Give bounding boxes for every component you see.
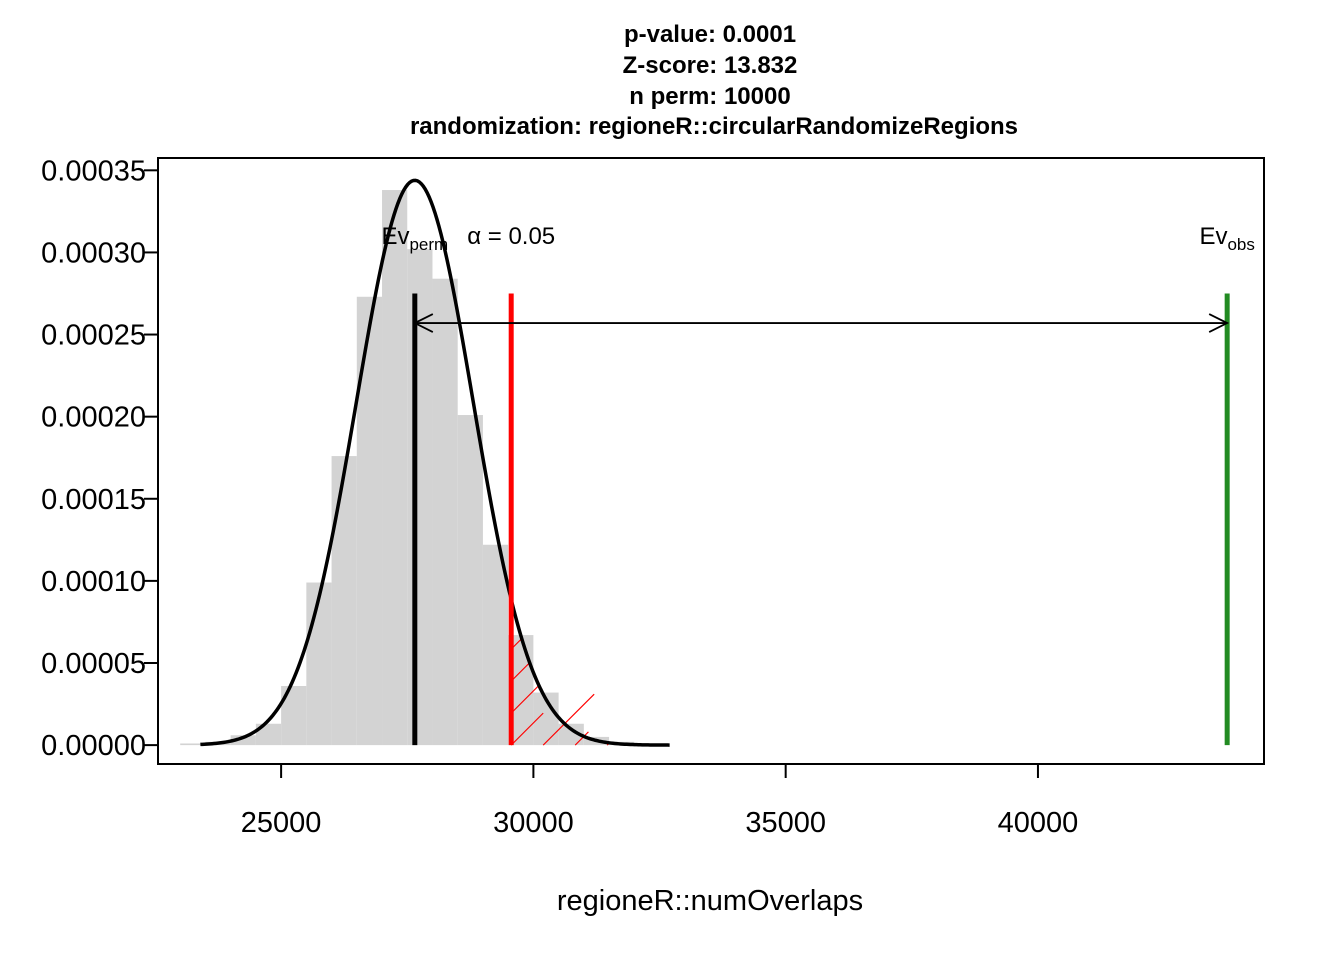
y-axis: 0.00000 0.00005 0.00010 0.00015 0.00020 0.000… [41, 155, 159, 762]
y-tick-label-6: 0.00030 [41, 237, 146, 269]
y-tick-label-5: 0.00025 [41, 320, 146, 352]
title-p-value: p-value: 0.0001 [624, 21, 796, 48]
arrow-head-left [412, 313, 434, 333]
x-tick-label-2: 35000 [745, 807, 826, 839]
x-axis-title: regioneR::numOverlaps [557, 885, 863, 917]
distance-arrow [412, 313, 1230, 333]
histogram-bar-8 [382, 190, 408, 746]
hatch-line-upper-2 [510, 662, 530, 682]
line-annotations: Evperm Evobs α = 0.05 [381, 223, 1254, 254]
y-tick-label-2: 0.00010 [41, 566, 146, 598]
histogram-bar-0 [180, 743, 206, 746]
histogram-bar-11 [457, 415, 483, 746]
title-randomization: randomization: regioneR::circularRandomi… [410, 113, 1018, 140]
hatch-line-1 [542, 693, 595, 746]
y-tick-label-0: 0.00000 [41, 730, 146, 762]
ev-perm-label: Evperm [381, 223, 448, 254]
x-tick-label-3: 40000 [998, 807, 1079, 839]
x-axis: 25000 30000 35000 40000 [241, 763, 1079, 839]
x-tick-label-0: 25000 [241, 807, 322, 839]
title-n-perm: n perm: 10000 [629, 83, 790, 110]
hatch-line-upper-1 [510, 685, 539, 714]
y-tick-label-3: 0.00015 [41, 484, 146, 516]
histogram-bar-10 [432, 278, 458, 746]
histogram-bar-7 [356, 296, 383, 746]
histogram-bars [180, 190, 660, 746]
histogram-bar-15 [558, 723, 584, 746]
normal-density-curve [200, 178, 670, 747]
alpha-tail-hatching [510, 613, 611, 746]
histogram-bar-3 [255, 723, 282, 746]
reference-lines [412, 293, 1230, 746]
histogram-bar-2 [230, 735, 256, 746]
x-tick-label-1: 30000 [493, 807, 574, 839]
histogram-bar-9 [407, 249, 433, 746]
y-tick-label-4: 0.00020 [41, 402, 146, 434]
chart-title: p-value: 0.0001 Z-score: 13.832 n perm: … [410, 21, 1018, 140]
hatch-line-2 [574, 731, 589, 746]
histogram-bar-5 [306, 582, 332, 746]
hatch-line-0 [510, 712, 544, 746]
histogram-bar-12 [482, 544, 509, 746]
arrow-head-right [1208, 313, 1230, 333]
alpha-label: α = 0.05 [467, 223, 555, 250]
y-tick-label-7: 0.00035 [41, 155, 146, 187]
histogram-bar-6 [331, 456, 357, 746]
title-z-score: Z-score: 13.832 [623, 52, 798, 79]
ev-obs-label: Evobs [1199, 223, 1254, 254]
y-tick-label-1: 0.00005 [41, 648, 146, 680]
